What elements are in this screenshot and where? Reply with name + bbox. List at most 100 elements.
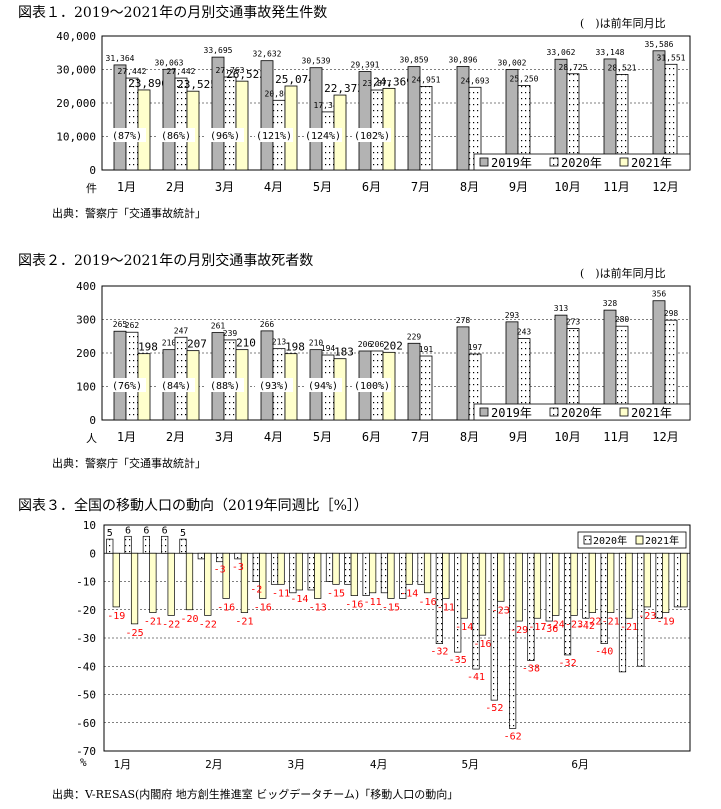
data-label-2020: 6 [162,525,168,536]
data-label-2021: -24 [547,619,565,630]
data-label: 35,586 [645,40,674,49]
data-label: 27,763 [216,66,245,75]
y-unit-label: 件 [86,182,97,195]
legend-label: 2020年 [561,156,602,170]
bar-2021年-28 [625,552,633,619]
yoy-bg [255,128,293,142]
data-label: 17,345 [314,101,343,110]
yoy-label: (121%) [256,131,292,142]
data-label: 30,539 [302,57,331,66]
bar-2020年-18 [435,552,443,645]
bar-2021年-9 [277,552,285,585]
data-label-2020: -40 [595,647,613,658]
bar-2020年-23 [527,552,535,661]
legend-box [473,403,691,421]
y-tick-label: 10,000 [56,131,96,144]
data-label-2020: -35 [449,655,467,666]
x-tick-label: 11月 [603,180,629,194]
data-label: 26,523 [226,68,266,81]
x-tick-label: 9月 [509,180,528,194]
data-label: 298 [664,309,679,318]
data-label: 243 [517,328,532,337]
x-tick-label: 2月 [205,758,223,771]
bar-2020年-26 [582,552,590,619]
bar-2020年-15 [380,552,389,594]
data-label: 207 [187,338,207,351]
bar-2021年-6 [222,552,230,599]
y-tick-label: 20,000 [56,97,96,110]
bar-2021年-14 [369,552,377,594]
y-tick-label: -30 [76,632,96,645]
bar-2021年-31 [680,552,688,608]
x-tick-label: 3月 [287,758,305,771]
fig1-yoy-note: ( )は前年同月比 [580,17,666,30]
data-label-2021: -23 [565,619,583,630]
bar-2020年-22 [509,552,517,729]
x-tick-label: 12月 [652,430,678,444]
data-label: 206 [358,340,373,349]
data-label-2020: -52 [485,703,503,714]
bar-2019年-4月 [260,60,274,171]
legend-swatch [619,407,629,417]
x-tick-label: 7月 [411,180,430,194]
bar-2020年-21 [490,552,498,701]
bar-2020年-25 [563,552,572,656]
bar-2020年-0 [106,538,114,554]
bar-2021年-7 [240,552,249,613]
data-label-2021: -25 [126,628,144,639]
bar-2020年-28 [618,552,627,673]
yoy-bg [304,128,342,142]
fig2-source: 出典：警察庁「交通事故統計」 [52,457,206,470]
y-tick-label: -20 [76,604,96,617]
data-label-2021: -16 [473,639,491,650]
data-label: 198 [285,341,305,354]
legend-swatch [583,535,592,545]
data-label: 33,062 [547,48,576,57]
yoy-label: (102%) [354,131,390,142]
data-label: 27,442 [167,67,196,76]
data-label-2020: -3 [214,565,226,576]
data-label-2021: -15 [382,602,400,613]
bar-2021年-1 [130,552,139,625]
data-label-2021: -16 [345,600,363,611]
data-label: 280 [615,315,630,324]
data-label-2021: -20 [180,614,198,625]
x-tick-label: 11月 [603,430,629,444]
x-tick-label: 3月 [215,180,234,194]
x-tick-label: 9月 [509,430,528,444]
yoy-bg [206,128,244,142]
yoy-label: (96%) [210,131,240,142]
data-label: 183 [334,346,354,359]
x-tick-label: 4月 [264,430,283,444]
legend-swatch [549,157,559,167]
yoy-label: (86%) [161,131,191,142]
data-label: 30,896 [449,55,478,64]
y-tick-label: 0 [89,547,96,560]
legend-label: 2021年 [631,406,672,420]
data-label-2021: -11 [437,602,455,613]
bar-2021年-16 [405,552,413,585]
data-label: 210 [236,337,256,350]
data-label: 273 [566,318,581,327]
bar-2020年-2月 [174,77,188,171]
bar-2020年-10 [289,552,297,594]
y-unit-label: 人 [86,432,97,445]
x-tick-label: 5月 [313,180,332,194]
data-label-2021: -22 [199,619,217,630]
yoy-label: (76%) [112,381,142,392]
bar-2019年-11月 [603,58,617,171]
data-label-2020: -36 [540,624,558,635]
data-label: 23,877 [363,79,392,88]
bar-2021年-5 [204,552,212,616]
yoy-bg [108,378,146,392]
data-label: 29,391 [351,61,380,70]
data-label-2020: -2 [250,585,262,596]
data-label: 27,442 [118,67,147,76]
data-label: 239 [223,329,238,338]
y-tick-label: 100 [76,381,96,394]
x-tick-label: 2月 [166,180,185,194]
x-tick-label: 8月 [460,430,479,444]
data-label: 356 [652,290,667,299]
bar-2019年-5月 [309,67,323,171]
x-tick-label: 2月 [166,430,185,444]
